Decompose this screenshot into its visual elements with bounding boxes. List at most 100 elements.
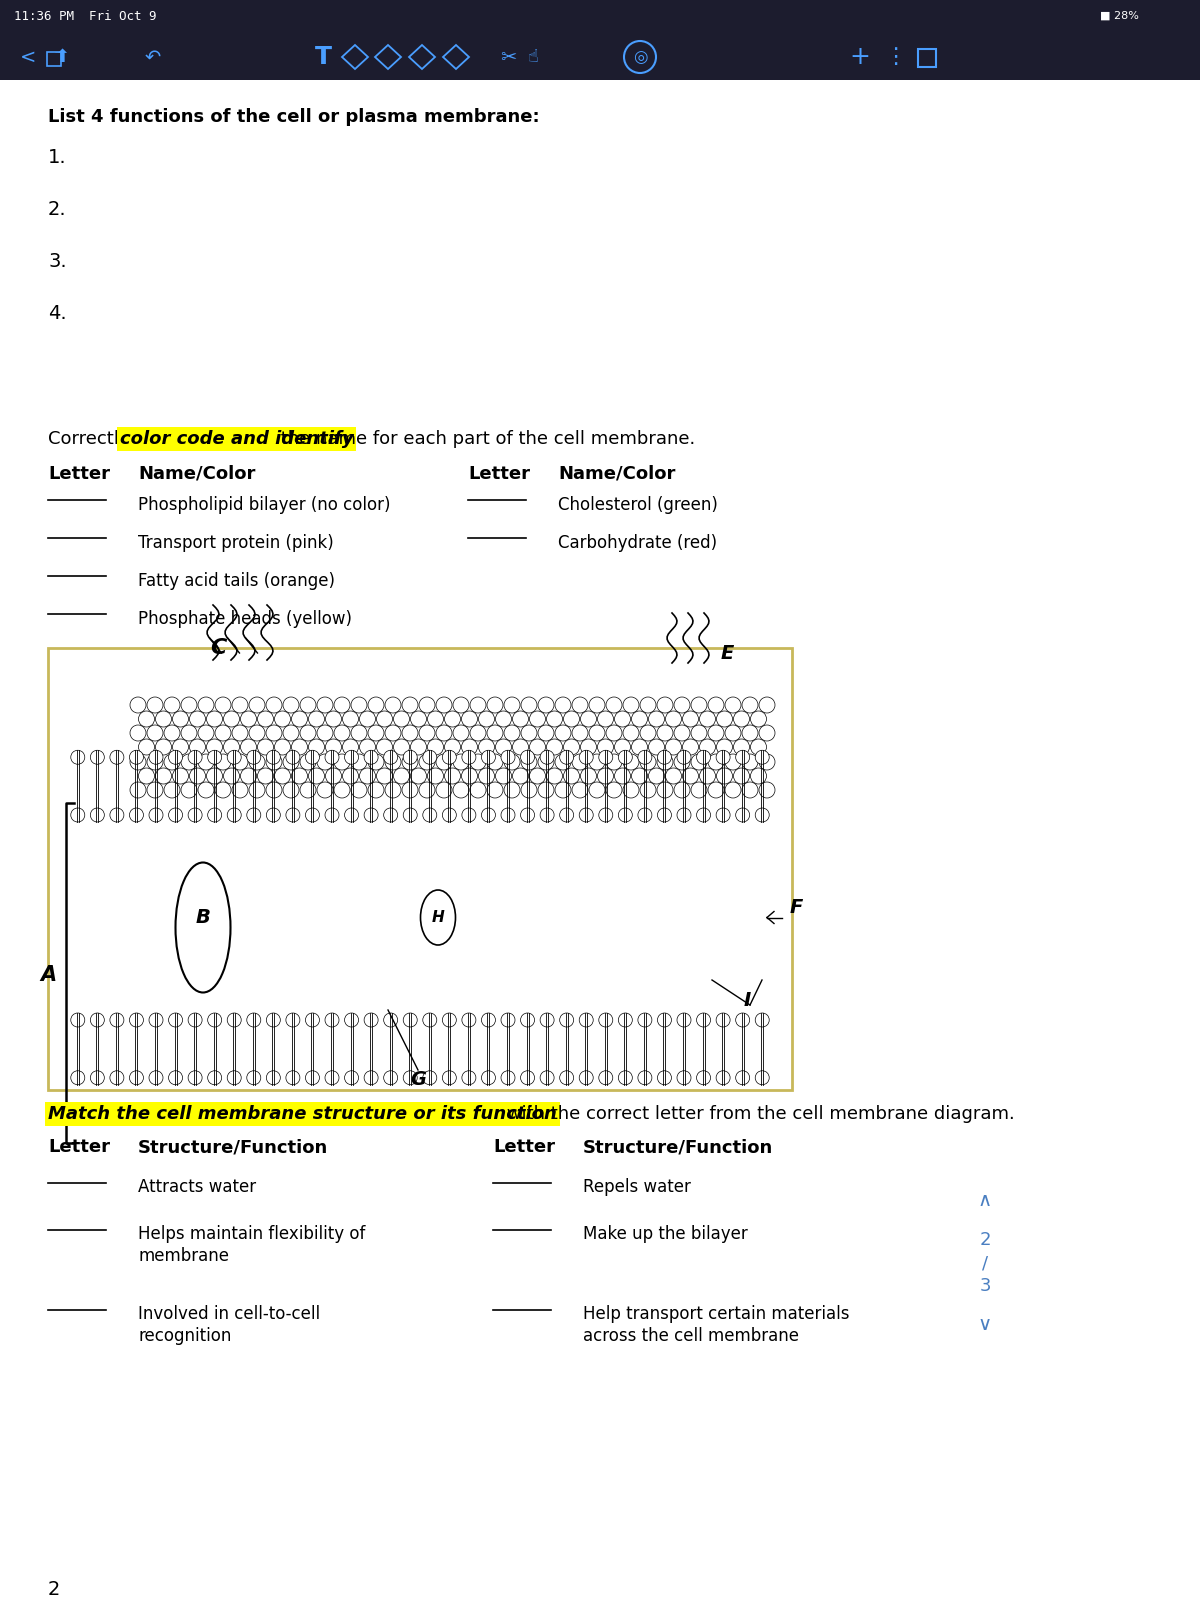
Circle shape xyxy=(300,698,316,714)
Circle shape xyxy=(481,1070,496,1085)
Circle shape xyxy=(760,782,775,798)
Circle shape xyxy=(90,1070,104,1085)
Circle shape xyxy=(156,739,172,755)
Circle shape xyxy=(275,739,290,755)
Circle shape xyxy=(529,768,546,784)
Circle shape xyxy=(266,698,282,714)
Circle shape xyxy=(394,710,409,726)
Circle shape xyxy=(733,768,750,784)
Text: G: G xyxy=(410,1070,426,1090)
Circle shape xyxy=(658,782,673,798)
Circle shape xyxy=(181,698,197,714)
Circle shape xyxy=(696,750,710,765)
Text: the name for each part of the cell membrane.: the name for each part of the cell membr… xyxy=(275,430,695,448)
Circle shape xyxy=(227,750,241,765)
Circle shape xyxy=(502,1070,515,1085)
Circle shape xyxy=(283,698,299,714)
Circle shape xyxy=(504,725,520,741)
Circle shape xyxy=(275,710,290,726)
Circle shape xyxy=(736,1070,750,1085)
Circle shape xyxy=(674,754,690,770)
Circle shape xyxy=(736,1013,750,1027)
Circle shape xyxy=(648,710,665,726)
Circle shape xyxy=(250,698,265,714)
Circle shape xyxy=(521,698,538,714)
Circle shape xyxy=(368,698,384,714)
Circle shape xyxy=(275,768,290,784)
Circle shape xyxy=(462,808,476,822)
Circle shape xyxy=(130,750,144,765)
Circle shape xyxy=(232,725,248,741)
Circle shape xyxy=(496,739,511,755)
Circle shape xyxy=(454,782,469,798)
Circle shape xyxy=(631,739,648,755)
Circle shape xyxy=(479,710,494,726)
Circle shape xyxy=(130,1013,144,1027)
Circle shape xyxy=(258,768,274,784)
Circle shape xyxy=(149,1070,163,1085)
Text: 4.: 4. xyxy=(48,304,67,323)
Circle shape xyxy=(173,768,188,784)
Text: 3.: 3. xyxy=(48,251,67,270)
Circle shape xyxy=(443,1013,456,1027)
Circle shape xyxy=(716,808,730,822)
Circle shape xyxy=(540,808,554,822)
Circle shape xyxy=(300,782,316,798)
Text: Phospholipid bilayer (no color): Phospholipid bilayer (no color) xyxy=(138,496,390,514)
Circle shape xyxy=(598,739,613,755)
Text: +: + xyxy=(850,45,870,69)
Circle shape xyxy=(188,808,202,822)
Circle shape xyxy=(325,710,342,726)
Circle shape xyxy=(742,782,758,798)
Circle shape xyxy=(640,754,656,770)
Circle shape xyxy=(742,698,758,714)
Circle shape xyxy=(708,698,724,714)
Circle shape xyxy=(691,754,707,770)
Circle shape xyxy=(623,698,640,714)
Circle shape xyxy=(266,754,282,770)
Text: <: < xyxy=(20,48,36,67)
Circle shape xyxy=(384,808,397,822)
Circle shape xyxy=(190,768,205,784)
Text: ✂: ✂ xyxy=(500,48,516,67)
Text: across the cell membrane: across the cell membrane xyxy=(583,1326,799,1346)
Circle shape xyxy=(538,698,554,714)
Circle shape xyxy=(240,768,257,784)
Circle shape xyxy=(215,698,230,714)
Circle shape xyxy=(384,1013,397,1027)
Circle shape xyxy=(250,754,265,770)
Circle shape xyxy=(691,725,707,741)
Circle shape xyxy=(258,739,274,755)
Circle shape xyxy=(487,725,503,741)
Circle shape xyxy=(623,782,640,798)
Circle shape xyxy=(206,739,222,755)
Circle shape xyxy=(599,808,613,822)
Circle shape xyxy=(666,768,682,784)
Circle shape xyxy=(708,782,724,798)
Circle shape xyxy=(149,750,163,765)
Circle shape xyxy=(683,768,698,784)
Circle shape xyxy=(306,808,319,822)
Circle shape xyxy=(521,754,538,770)
Circle shape xyxy=(149,1013,163,1027)
Text: Attracts water: Attracts water xyxy=(138,1178,256,1197)
Circle shape xyxy=(677,808,691,822)
Circle shape xyxy=(325,808,340,822)
Circle shape xyxy=(90,750,104,765)
Circle shape xyxy=(247,808,260,822)
Text: 2.: 2. xyxy=(48,200,67,219)
Circle shape xyxy=(614,768,630,784)
Circle shape xyxy=(674,698,690,714)
Circle shape xyxy=(342,710,359,726)
Circle shape xyxy=(325,750,340,765)
Text: Letter: Letter xyxy=(48,1138,110,1155)
Circle shape xyxy=(502,808,515,822)
Circle shape xyxy=(521,1070,534,1085)
Circle shape xyxy=(325,739,342,755)
Circle shape xyxy=(308,768,324,784)
Circle shape xyxy=(444,710,461,726)
Circle shape xyxy=(521,782,538,798)
Circle shape xyxy=(462,739,478,755)
Circle shape xyxy=(403,750,418,765)
Circle shape xyxy=(247,1013,260,1027)
